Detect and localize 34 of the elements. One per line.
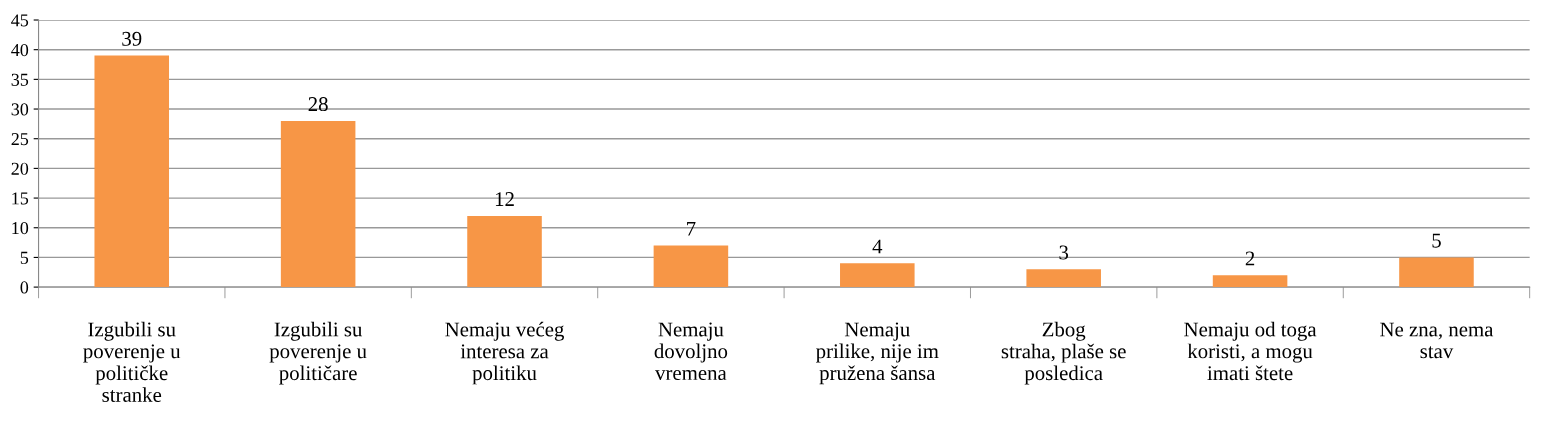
- x-tick-label: Izgubili su poverenje u političke stranke: [83, 321, 181, 402]
- y-tick-label: 25: [11, 133, 29, 146]
- x-tick-label: Izgubili su poverenje u političare: [269, 321, 367, 385]
- y-tick-label: 40: [11, 43, 29, 57]
- x-tick-label: Nemaju od toga koristi, a mogu imati štete: [1184, 321, 1317, 381]
- data-label: 5: [1432, 233, 1441, 248]
- data-label: 2: [1245, 251, 1255, 266]
- x-tick-label: Zbog straha, plaše se posledica: [1001, 321, 1126, 385]
- y-tick-label: 35: [11, 73, 29, 86]
- x-tick-label: Nemaju prilike, nije im pružena šansa: [816, 322, 939, 385]
- y-tick-label: 15: [12, 192, 29, 205]
- bar: [94, 55, 170, 288]
- data-label: 39: [122, 31, 142, 46]
- y-tick-label: 20: [11, 162, 29, 175]
- data-label: 7: [687, 221, 696, 236]
- bar: [1026, 269, 1101, 288]
- bar: [653, 245, 729, 288]
- y-tick-label: 5: [20, 251, 29, 264]
- bar: [280, 120, 356, 288]
- bar: [1212, 275, 1288, 288]
- data-label: 4: [872, 239, 883, 254]
- bar: [1399, 257, 1474, 288]
- bar: [840, 263, 915, 288]
- data-label: 12: [495, 192, 514, 206]
- x-tick-label: Nemaju većeg interesa za politiku: [445, 321, 564, 385]
- x-tick-label: Nemaju dovoljno vremena: [654, 322, 728, 381]
- data-label: 3: [1059, 245, 1069, 260]
- y-tick-label: 30: [11, 103, 29, 116]
- x-tick-label: Ne zna, nema stav: [1380, 322, 1494, 359]
- data-label: 28: [308, 97, 328, 112]
- y-tick-label: 10: [12, 222, 29, 235]
- y-tick-label: 0: [20, 281, 29, 294]
- bar: [467, 215, 542, 288]
- y-tick-label: 45: [11, 14, 29, 27]
